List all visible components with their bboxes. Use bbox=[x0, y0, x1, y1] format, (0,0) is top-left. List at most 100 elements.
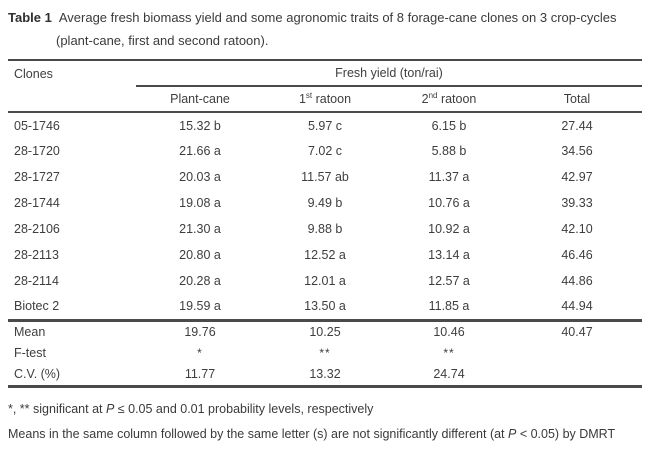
forage-yield-table: Clones Fresh yield (ton/rai) Plant-cane … bbox=[8, 59, 642, 388]
plant-cane-value-cell: 20.28 a bbox=[179, 274, 221, 288]
table-row: 28-2113 20.80 a 12.52 a 13.14 a 46.46 bbox=[8, 242, 642, 268]
total-value-cell: 42.97 bbox=[561, 170, 593, 184]
plant-cane-ftest-cell: * bbox=[197, 346, 203, 360]
table-summary: Mean 19.76 10.25 10.46 40.47 F-test * **… bbox=[8, 320, 642, 388]
footnote-text: *, ** significant at bbox=[8, 401, 106, 416]
italic-p-symbol: P bbox=[105, 401, 115, 416]
table-row: 28-1744 19.08 a 9.49 b 10.76 a 39.33 bbox=[8, 190, 642, 216]
footnote-significance: *, ** significant at P ≤ 0.05 and 0.01 p… bbox=[8, 397, 642, 422]
italic-p-symbol: P bbox=[508, 426, 517, 441]
second-ratoon-value-cell: 11.85 a bbox=[386, 294, 512, 322]
first-ratoon-value-cell: 12.52 a bbox=[304, 248, 346, 262]
second-ratoon-value-cell: 5.88 b bbox=[431, 144, 467, 158]
plant-cane-mean-cell: 19.76 bbox=[184, 324, 216, 339]
first-ratoon-value-cell: 7.02 c bbox=[307, 144, 343, 158]
column-header-first-ratoon: 1st ratoon bbox=[264, 86, 386, 113]
footnote-dmrt: Means in the same column followed by the… bbox=[8, 422, 642, 447]
first-ratoon-value-cell: 11.57 ab bbox=[301, 170, 349, 184]
clone-name-cell: 28-2113 bbox=[14, 248, 59, 262]
column-header-text: 1 bbox=[298, 92, 306, 106]
ordinal-superscript: nd bbox=[428, 90, 438, 100]
table-row: 28-2114 20.28 a 12.01 a 12.57 a 44.86 bbox=[8, 268, 642, 294]
summary-label-cell: F-test bbox=[14, 346, 46, 360]
total-value-cell: 42.10 bbox=[561, 222, 593, 236]
footnote-text: Means in the same column followed by the… bbox=[8, 426, 509, 441]
first-ratoon-value-cell: 5.97 c bbox=[307, 118, 343, 133]
summary-row-mean: Mean 19.76 10.25 10.46 40.47 bbox=[8, 320, 642, 342]
table-row: Biotec 2 19.59 a 13.50 a 11.85 a 44.94 bbox=[8, 294, 642, 322]
column-header-text: ratoon bbox=[312, 92, 352, 106]
clone-name-cell: 28-1744 bbox=[14, 196, 60, 210]
plant-cane-value-cell: 20.03 a bbox=[179, 170, 221, 184]
clone-name-cell: 05-1746 bbox=[14, 118, 60, 133]
plant-cane-value-cell: 20.80 a bbox=[179, 248, 221, 262]
total-value-cell: 46.46 bbox=[561, 248, 593, 262]
summary-label-cell: C.V. (%) bbox=[8, 364, 136, 388]
second-ratoon-value-cell: 12.57 a bbox=[428, 274, 470, 288]
table-row: 05-1746 15.32 b 5.97 c 6.15 b 27.44 bbox=[8, 112, 642, 138]
clone-name-cell: 28-1720 bbox=[14, 144, 60, 158]
first-ratoon-value-cell: 9.49 b bbox=[307, 196, 343, 210]
column-header-total: Total bbox=[512, 86, 642, 113]
plant-cane-cv-cell: 11.77 bbox=[136, 364, 264, 388]
column-header-text: 2 bbox=[421, 92, 429, 106]
total-value-cell: 39.33 bbox=[561, 196, 593, 210]
second-ratoon-value-cell: 11.37 a bbox=[428, 170, 470, 184]
plant-cane-value-cell: 21.66 a bbox=[179, 144, 221, 158]
total-value-cell: 27.44 bbox=[561, 118, 593, 133]
second-ratoon-value-cell: 10.76 a bbox=[428, 196, 470, 210]
header-row-group: Clones Fresh yield (ton/rai) bbox=[8, 59, 642, 113]
ordinal-superscript: st bbox=[305, 90, 313, 100]
clone-name-cell: Biotec 2 bbox=[8, 294, 136, 322]
summary-label-cell: Mean bbox=[14, 324, 46, 339]
clone-name-cell: 28-1727 bbox=[14, 170, 60, 184]
first-ratoon-mean-cell: 10.25 bbox=[309, 324, 341, 339]
total-ftest-cell bbox=[512, 342, 642, 364]
column-header-plant-cane: Plant-cane bbox=[136, 86, 264, 113]
first-ratoon-value-cell: 12.01 a bbox=[304, 274, 346, 288]
caption-line1: Table 1 Average fresh biomass yield and s… bbox=[8, 6, 642, 29]
summary-row-ftest: F-test * ** ** bbox=[8, 342, 642, 364]
first-ratoon-value-cell: 13.50 a bbox=[264, 294, 386, 322]
plant-cane-value-cell: 15.32 b bbox=[179, 118, 221, 133]
total-mean-cell: 40.47 bbox=[561, 324, 593, 339]
second-ratoon-value-cell: 13.14 a bbox=[428, 248, 470, 262]
second-ratoon-ftest-cell: ** bbox=[443, 346, 455, 360]
table-caption: Table 1 Average fresh biomass yield and s… bbox=[0, 0, 650, 52]
table-row: 28-1720 21.66 a 7.02 c 5.88 b 34.56 bbox=[8, 138, 642, 164]
footnote-text: ≤ 0.05 and 0.01 probability levels, resp… bbox=[114, 401, 374, 416]
second-ratoon-value-cell: 6.15 b bbox=[431, 118, 467, 133]
caption-text: Average fresh biomass yield and some agr… bbox=[58, 10, 617, 25]
caption-line2: (plant-cane, first and second ratoon). bbox=[56, 33, 269, 48]
first-ratoon-cv-cell: 13.32 bbox=[264, 364, 386, 388]
plant-cane-value-cell: 21.30 a bbox=[179, 222, 221, 236]
first-ratoon-ftest-cell: ** bbox=[319, 346, 331, 360]
clone-name-cell: 28-2106 bbox=[14, 222, 60, 236]
table-row: 28-2106 21.30 a 9.88 b 10.92 a 42.10 bbox=[8, 216, 642, 242]
column-header-text: Total bbox=[563, 92, 591, 106]
table-header: Clones Fresh yield (ton/rai) Plant-cane … bbox=[8, 59, 642, 113]
clone-name-cell: 28-2114 bbox=[14, 274, 59, 288]
column-header-text: Plant-cane bbox=[170, 92, 230, 106]
total-value-cell: 44.94 bbox=[512, 294, 642, 322]
footnote-text: < 0.05) by DMRT bbox=[516, 426, 616, 441]
summary-row-cv: C.V. (%) 11.77 13.32 24.74 bbox=[8, 364, 642, 388]
column-group-header-fresh-yield: Fresh yield (ton/rai) bbox=[136, 59, 642, 87]
table-row: 28-1727 20.03 a 11.57 ab 11.37 a 42.97 bbox=[8, 164, 642, 190]
header-row-subcolumns: Plant-cane 1st ratoon 2nd ratoon Total bbox=[8, 86, 642, 113]
first-ratoon-value-cell: 9.88 b bbox=[307, 222, 343, 236]
second-ratoon-mean-cell: 10.46 bbox=[433, 324, 465, 339]
table-number-label: Table 1 bbox=[8, 10, 52, 25]
column-header-second-ratoon: 2nd ratoon bbox=[386, 86, 512, 113]
total-value-cell: 34.56 bbox=[561, 144, 593, 158]
column-header-text: ratoon bbox=[437, 92, 477, 106]
column-header-clones: Clones bbox=[8, 59, 136, 113]
second-ratoon-value-cell: 10.92 a bbox=[428, 222, 470, 236]
total-cv-cell bbox=[512, 364, 642, 388]
plant-cane-value-cell: 19.59 a bbox=[136, 294, 264, 322]
table-body: 05-1746 15.32 b 5.97 c 6.15 b 27.44 28-1… bbox=[8, 112, 642, 322]
total-value-cell: 44.86 bbox=[561, 274, 593, 288]
plant-cane-value-cell: 19.08 a bbox=[179, 196, 221, 210]
second-ratoon-cv-cell: 24.74 bbox=[386, 364, 512, 388]
